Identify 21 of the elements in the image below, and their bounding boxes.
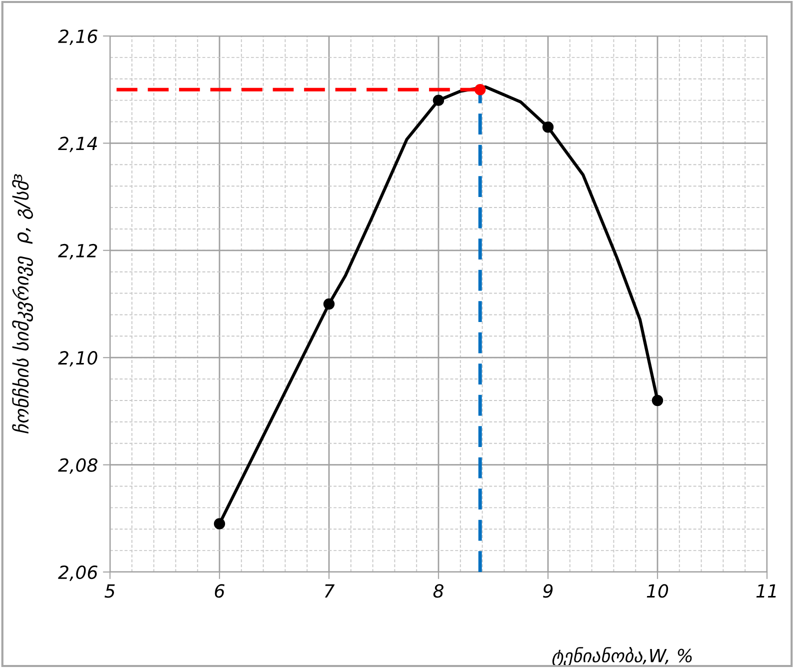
x-tick-label: 5 (104, 584, 115, 598)
point (432, 94, 444, 106)
y-tick-label: 2,14 (58, 136, 97, 152)
y-tick-label: 2,12 (58, 244, 98, 260)
x-tick-label: 8 (433, 584, 444, 598)
point (323, 298, 335, 310)
x-tick-label: 10 (646, 584, 668, 598)
x-tick-label: 6 (214, 584, 224, 598)
y-tick-label: 2,06 (58, 565, 98, 581)
y-tick-label: 2,08 (58, 458, 98, 474)
y-tick-label: 2,16 (58, 29, 98, 45)
point (542, 122, 554, 133)
point (652, 394, 664, 406)
x-tick-label: 11 (756, 584, 776, 598)
point (214, 518, 226, 530)
x-tick-label: 7 (324, 584, 335, 598)
x-axis-title: ტენიანობა,W, % (552, 647, 692, 666)
x-tick-label: 9 (543, 584, 553, 598)
y-tick-label: 2,10 (58, 351, 98, 367)
y-axis-title: ჩონჩხის სიმკვრივე ρ, გ/სმ³ (12, 174, 33, 434)
point (474, 84, 486, 96)
